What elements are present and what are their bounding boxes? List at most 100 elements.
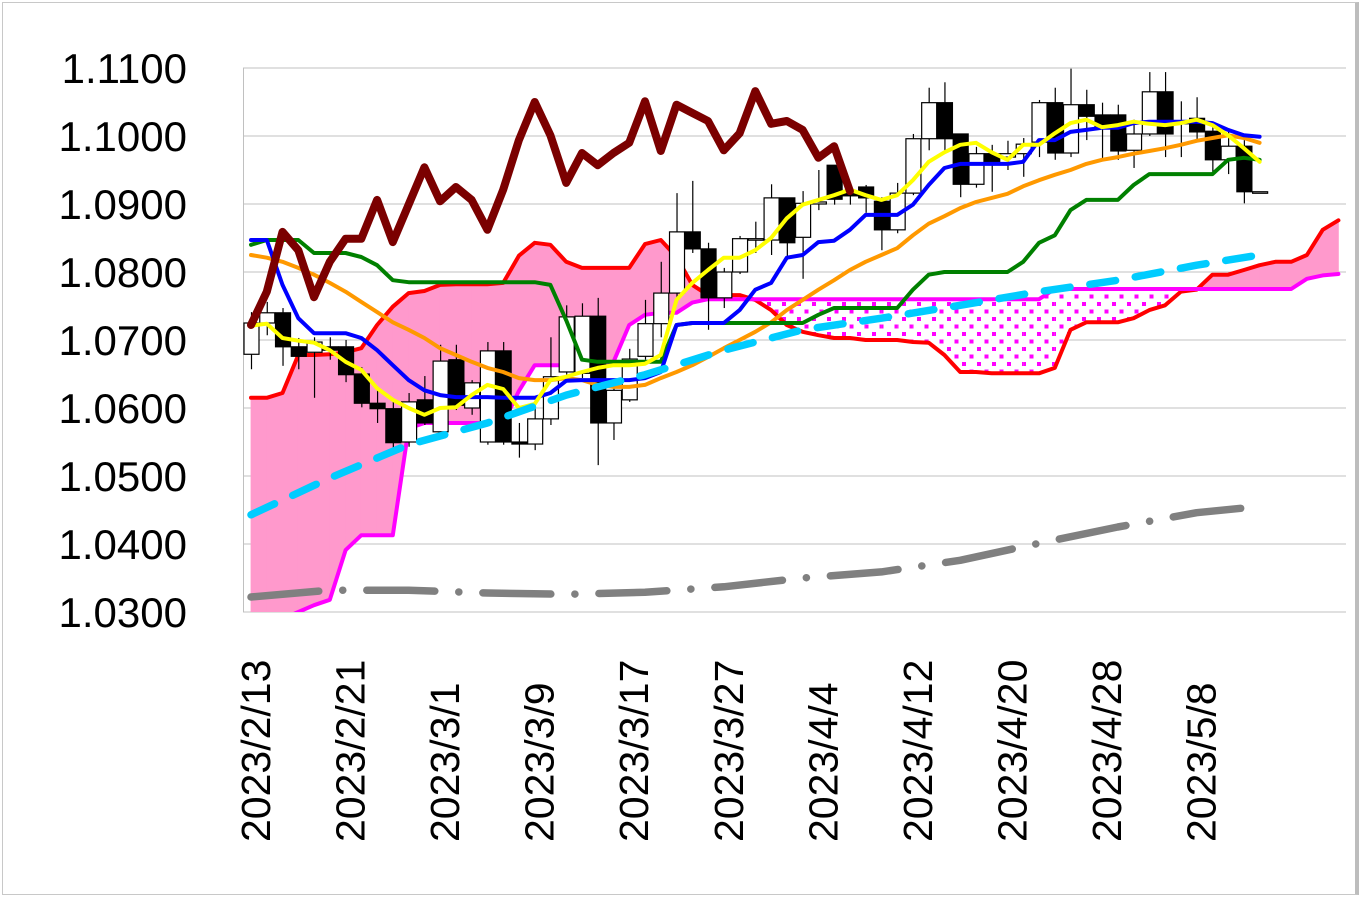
cloud-segment-bearish [1039, 289, 1055, 374]
cloud-segment-bullish [313, 353, 331, 606]
candle [684, 180, 701, 253]
axis-labels: 1.1100 1.1000 1.0900 1.0800 1.0700 1.0600 1.05… [59, 45, 1225, 842]
candle-body-bullish [905, 138, 922, 194]
candle-body-bullish [968, 153, 985, 185]
plot-area [243, 68, 1341, 612]
chikou-span-line [247, 87, 854, 329]
cloud-segment-bearish [991, 299, 1008, 374]
candle-body-bearish [1110, 114, 1127, 152]
candle-body-bearish [1078, 104, 1095, 117]
candle [1031, 99, 1048, 158]
candle [936, 82, 954, 153]
cloud-segment-bearish [1070, 289, 1087, 330]
x-tick-label: 2023/5/8 [1179, 682, 1225, 842]
candle-body-bearish [353, 373, 370, 404]
longest-ma-dashdot-line [247, 504, 1248, 601]
cloud-segment-bullish [360, 323, 378, 536]
candle [605, 384, 623, 440]
candle-body-bullish [1125, 133, 1143, 151]
candle-body-bearish [369, 402, 386, 410]
cloud-segment-bearish [1023, 299, 1039, 374]
y-tick-label: 1.0500 [59, 453, 187, 500]
cloud-segment-bullish [1212, 274, 1229, 290]
candle [1173, 101, 1190, 158]
candle-body-bullish [259, 312, 276, 324]
x-tick-label: 2023/4/4 [800, 682, 846, 842]
candle [527, 403, 544, 451]
candle [1125, 119, 1143, 168]
candle [905, 133, 922, 196]
candle [873, 197, 891, 251]
candle-body-bearish [1157, 91, 1174, 135]
candle-body-bullish [1141, 91, 1158, 135]
y-tick-label: 1.1000 [59, 113, 187, 160]
y-tick-label: 1.0800 [59, 249, 187, 296]
cloud-segment-bullish [282, 354, 299, 612]
candle-body-bullish [747, 238, 764, 241]
candle [763, 184, 780, 255]
cloud-segment-bearish [818, 299, 835, 338]
candle [716, 267, 733, 309]
candle-body-bullish [653, 292, 670, 325]
candle [621, 348, 638, 402]
candle-body-bearish [290, 346, 307, 357]
x-tick-label: 2023/4/20 [989, 660, 1035, 842]
candle [653, 261, 670, 338]
y-tick-label: 1.0600 [59, 385, 187, 432]
cloud-segment-bearish [1102, 289, 1118, 323]
candle-body-bearish [511, 441, 528, 445]
y-tick-label: 1.1100 [62, 45, 187, 92]
kijun-sen-line [249, 155, 1262, 364]
candle [921, 87, 938, 151]
cloud-segment-bearish [976, 299, 992, 374]
candle-body-bearish [684, 231, 701, 250]
candle-body-bearish [826, 164, 843, 200]
candle [1062, 68, 1080, 158]
candle [779, 197, 796, 260]
y-tick-label: 1.0700 [59, 317, 187, 364]
candle [479, 342, 496, 445]
candle-body-bullish [1252, 191, 1269, 194]
cloud-segment-bearish [960, 299, 976, 372]
long-ma-dashed-line [247, 251, 1264, 519]
mid-ma-line [249, 133, 1262, 389]
candle [1047, 87, 1064, 160]
cloud-segment-bearish [912, 299, 929, 343]
cloud-segment-bullish [534, 242, 551, 366]
candle-body-bullish [1031, 102, 1048, 143]
candle [1094, 102, 1111, 160]
candle-body-bullish [1062, 104, 1080, 154]
x-tick-label: 2023/4/12 [895, 660, 941, 842]
candle-body-bearish [274, 312, 292, 348]
candle [353, 367, 370, 408]
cloud-segment-bearish [834, 299, 850, 338]
candle [968, 146, 985, 188]
candle [700, 242, 717, 330]
cloud-segment-bullish [1275, 261, 1292, 290]
candle-body-bullish [668, 231, 686, 294]
candle [1141, 72, 1158, 136]
cloud-segment-bearish [1086, 289, 1102, 323]
candle [826, 164, 843, 205]
candle [1110, 104, 1127, 160]
y-tick-label: 1.0400 [59, 521, 187, 568]
x-tick-label: 2023/2/21 [328, 660, 374, 842]
tenkan-sen-line [249, 119, 1262, 400]
cloud-segment-bearish [1117, 289, 1134, 323]
fast-ma-line [249, 117, 1262, 417]
x-tick-label: 2023/3/1 [422, 682, 468, 842]
candle [637, 299, 654, 360]
candle-body-bearish [936, 102, 954, 140]
x-tick-label: 2023/3/17 [611, 660, 657, 842]
candle-body-bullish [921, 102, 938, 140]
candle-body-bullish [605, 389, 623, 424]
x-tick-label: 2023/2/13 [233, 660, 279, 842]
y-tick-label: 1.0900 [59, 181, 187, 228]
candle-body-bearish [385, 408, 402, 444]
candle [1157, 72, 1174, 158]
candle [511, 422, 528, 458]
candle [385, 399, 402, 453]
x-tick-label: 2023/4/28 [1084, 660, 1130, 842]
